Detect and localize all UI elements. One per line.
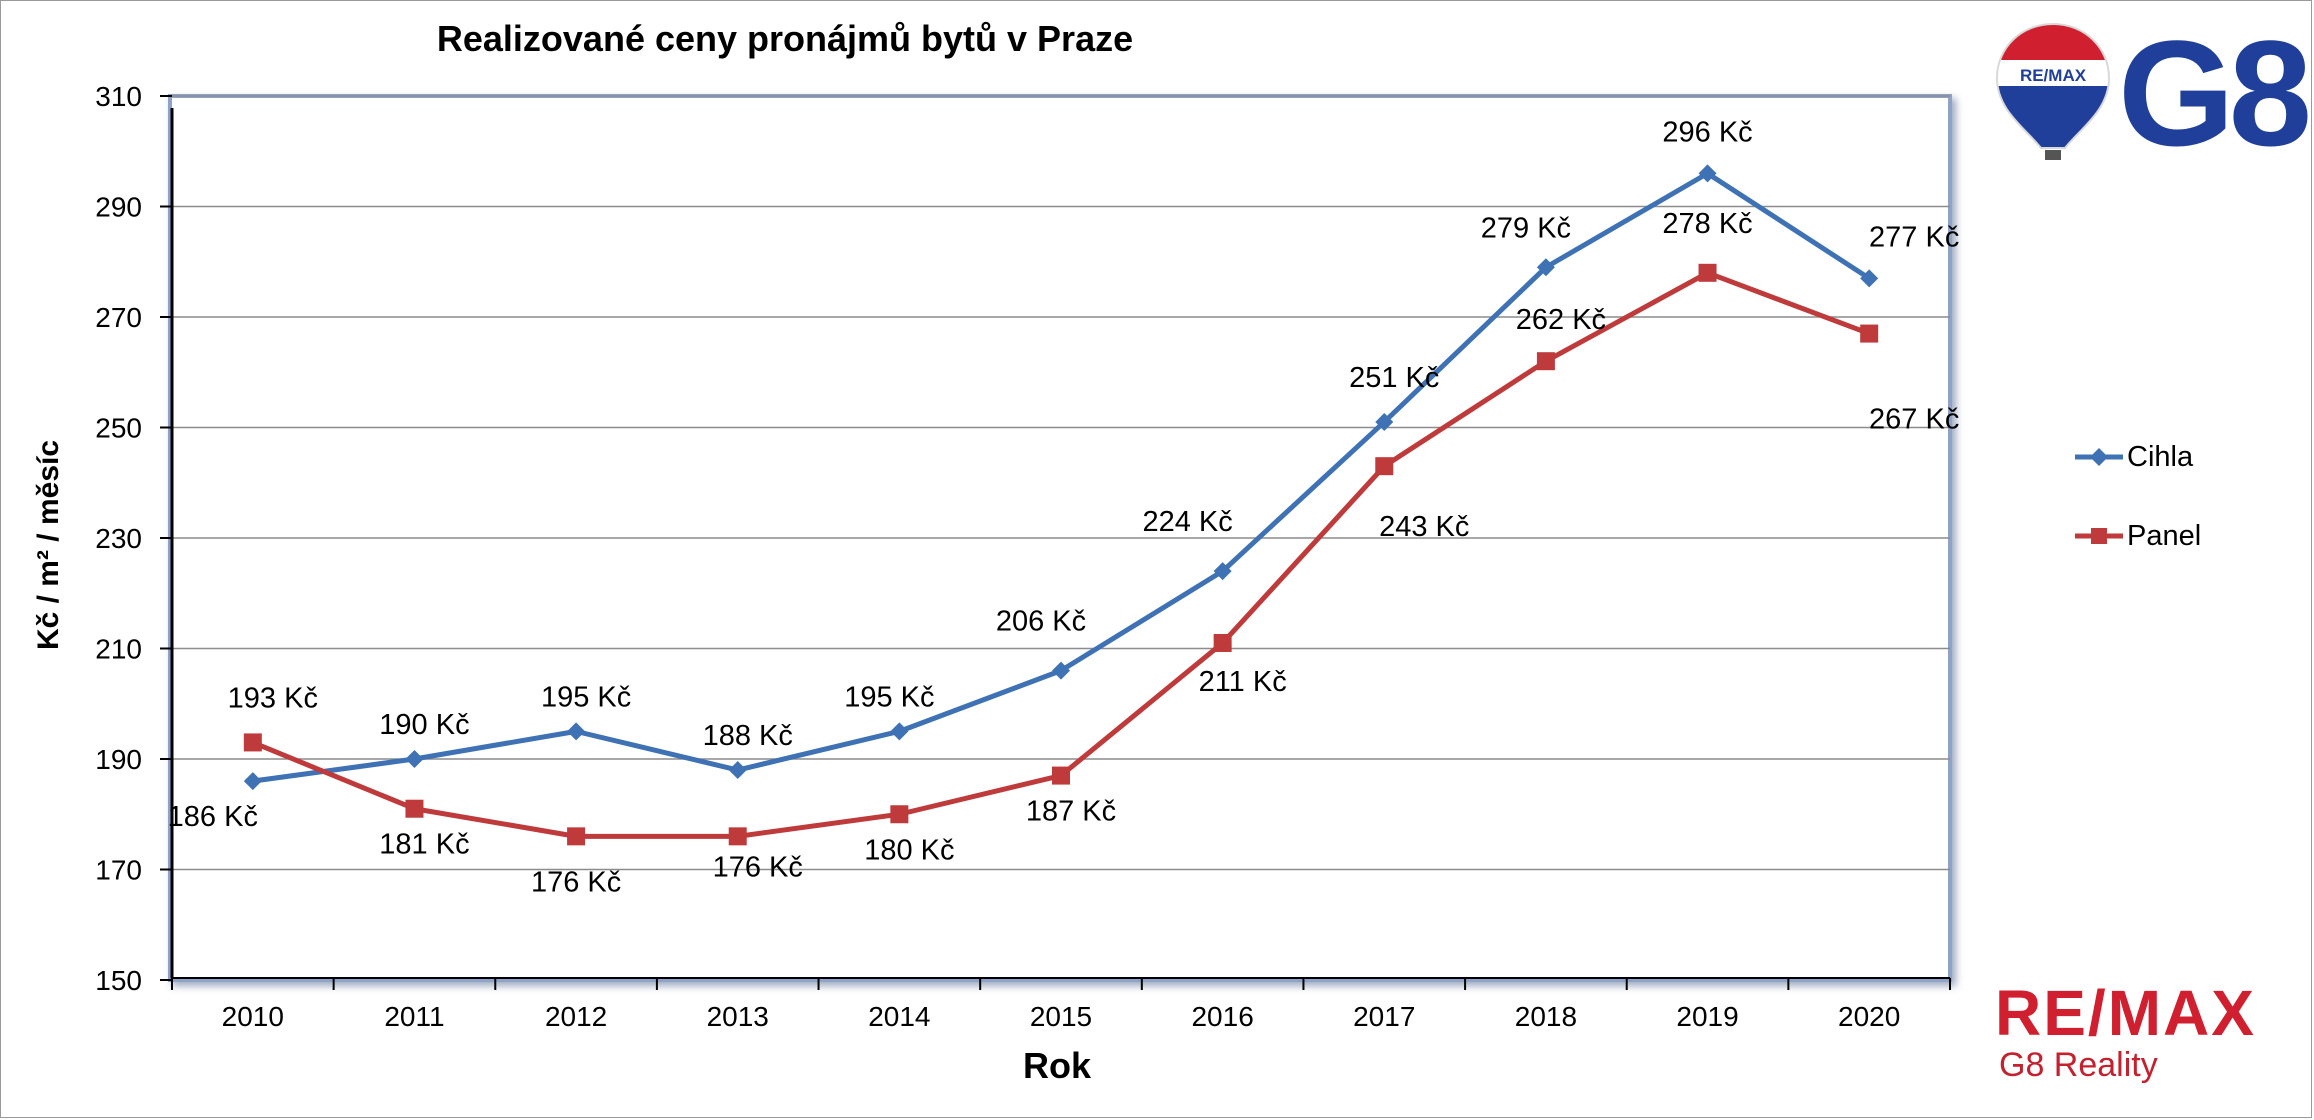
- data-label-cihla: 251 Kč: [1349, 362, 1439, 394]
- data-point-cihla: [1536, 258, 1555, 277]
- data-label-panel: 211 Kč: [1199, 666, 1287, 698]
- x-tick-label: 2012: [545, 1001, 607, 1032]
- data-point-cihla: [1860, 269, 1879, 288]
- data-point-panel: [890, 805, 909, 824]
- y-tick-label: 170: [95, 855, 142, 886]
- y-tick-label: 290: [95, 192, 142, 223]
- data-point-cihla: [890, 722, 909, 741]
- balloon-logo-text: RE/MAX: [2020, 66, 2087, 85]
- y-tick-label: 190: [95, 744, 142, 775]
- data-point-panel: [405, 799, 424, 818]
- y-tick-label: 150: [95, 965, 142, 996]
- data-label-panel: 181 Kč: [379, 829, 469, 861]
- data-label-cihla: 277 Kč: [1869, 221, 1959, 253]
- x-tick-label: 2016: [1191, 1001, 1253, 1032]
- brand-name: RE/MAX: [1995, 977, 2256, 1049]
- data-point-cihla: [1052, 661, 1070, 680]
- data-point-panel: [567, 827, 586, 846]
- gridlines: [172, 95, 1950, 871]
- y-tick-label: 310: [95, 81, 142, 112]
- y-tick-label: 230: [95, 523, 142, 554]
- data-label-panel: 176 Kč: [531, 866, 621, 898]
- data-label-panel: 243 Kč: [1379, 511, 1469, 543]
- y-axis-title: Kč / m² / měsíc: [32, 440, 65, 650]
- data-point-panel: [1375, 457, 1394, 476]
- data-label-cihla: 296 Kč: [1662, 116, 1752, 148]
- data-label-panel: 262 Kč: [1516, 304, 1606, 336]
- data-point-cihla: [405, 750, 424, 768]
- g8-logo-text: G8: [2118, 9, 2312, 177]
- series: [243, 164, 1879, 846]
- data-point-cihla: [567, 722, 586, 741]
- data-label-panel: 267 Kč: [1869, 404, 1959, 436]
- data-label-cihla: 206 Kč: [996, 606, 1086, 638]
- data-point-cihla: [1698, 164, 1717, 183]
- x-axis-ticks: 2010 2011 2012 2013 2014 2015 2016 2017 2018 2019…: [171, 977, 1951, 1032]
- data-labels: 186 Kč 190 Kč 195 Kč 188 Kč 195 Kč 206 Kč 224 …: [168, 116, 1960, 898]
- remax-balloon-logo: RE/MAX: [1995, 22, 2111, 160]
- data-label-cihla: 195 Kč: [541, 681, 631, 713]
- brand-block: RE/MAX G8 Reality: [1995, 980, 2256, 1084]
- data-label-panel: 176 Kč: [713, 851, 803, 883]
- legend-item-cihla: Cihla: [2075, 440, 2201, 474]
- legend-item-panel: Panel: [2075, 519, 2201, 553]
- data-point-panel: [1052, 766, 1070, 785]
- data-point-cihla: [1213, 562, 1232, 581]
- x-tick-label: 2017: [1353, 1001, 1415, 1032]
- data-point-cihla: [728, 761, 747, 780]
- legend-label-cihla: Cihla: [2127, 440, 2194, 473]
- brand-subtitle: G8 Reality: [1999, 1046, 2158, 1084]
- data-point-panel: [243, 733, 262, 752]
- data-label-panel: 187 Kč: [1026, 796, 1116, 828]
- data-point-panel: [728, 827, 747, 846]
- data-label-cihla: 190 Kč: [379, 709, 469, 741]
- x-tick-label: 2015: [1030, 1001, 1092, 1032]
- data-point-panel: [1213, 633, 1232, 652]
- legend-swatch-cihla: [2075, 448, 2123, 466]
- y-axis-ticks: 150 170 190 210 230 250 270 290 310: [95, 81, 172, 996]
- data-point-panel: [1536, 352, 1555, 371]
- legend-swatch-panel: [2075, 528, 2123, 544]
- data-point-cihla: [1375, 412, 1394, 431]
- data-point-panel: [1698, 263, 1717, 282]
- legend-label-panel: Panel: [2127, 519, 2202, 552]
- data-point-panel: [1860, 324, 1879, 343]
- x-tick-label: 2014: [868, 1001, 930, 1032]
- x-tick-label: 2010: [222, 1001, 284, 1032]
- y-tick-label: 210: [95, 634, 142, 665]
- x-tick-label: 2018: [1515, 1001, 1577, 1032]
- data-point-cihla: [243, 772, 262, 791]
- x-tick-label: 2020: [1838, 1001, 1900, 1032]
- data-label-panel: 180 Kč: [864, 834, 954, 866]
- data-label-cihla: 279 Kč: [1481, 212, 1571, 244]
- data-label-cihla: 188 Kč: [703, 720, 793, 752]
- legend: Cihla Panel: [2075, 440, 2201, 598]
- data-label-panel: 278 Kč: [1662, 208, 1752, 240]
- data-label-cihla: 186 Kč: [168, 801, 258, 833]
- data-label-panel: 193 Kč: [228, 682, 318, 714]
- x-tick-label: 2019: [1676, 1001, 1738, 1032]
- y-tick-label: 250: [95, 413, 142, 444]
- data-label-cihla: 224 Kč: [1142, 506, 1232, 538]
- x-tick-label: 2011: [384, 1001, 444, 1032]
- y-tick-label: 270: [95, 302, 142, 333]
- x-axis-title: Rok: [1023, 1045, 1092, 1086]
- x-tick-label: 2013: [707, 1001, 769, 1032]
- chart-title: Realizované ceny pronájmů bytů v Praze: [436, 18, 1134, 59]
- data-label-cihla: 195 Kč: [844, 681, 934, 713]
